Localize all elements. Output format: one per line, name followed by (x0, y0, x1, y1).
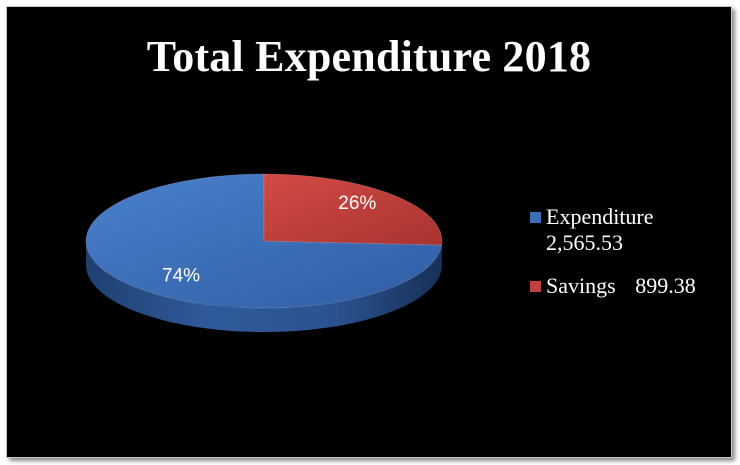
pie-slice-expenditure (85, 173, 443, 309)
legend-label: Savings (546, 273, 616, 298)
legend-swatch-expenditure (530, 212, 541, 223)
legend-value: 2,565.53 (546, 230, 623, 255)
chart-frame: Total Expenditure 2018 74% 26% Expenditur… (6, 6, 732, 458)
pie-chart: 74% 26% (85, 173, 443, 332)
data-label-savings: 26% (338, 193, 376, 214)
legend-label: Expenditure (546, 204, 654, 229)
legend-item-savings: Savings 899.38 (530, 273, 696, 299)
data-label-expenditure: 74% (162, 265, 200, 286)
pie-side (86, 241, 442, 332)
pie-slice-savings (263, 173, 443, 246)
chart-title: Total Expenditure 2018 (146, 32, 592, 81)
legend-item-expenditure: Expenditure 2,565.53 (530, 204, 696, 256)
legend-swatch-savings (530, 281, 541, 292)
legend-value: 899.38 (635, 273, 696, 298)
legend: Expenditure 2,565.53 Savings 899.38 (530, 204, 696, 299)
